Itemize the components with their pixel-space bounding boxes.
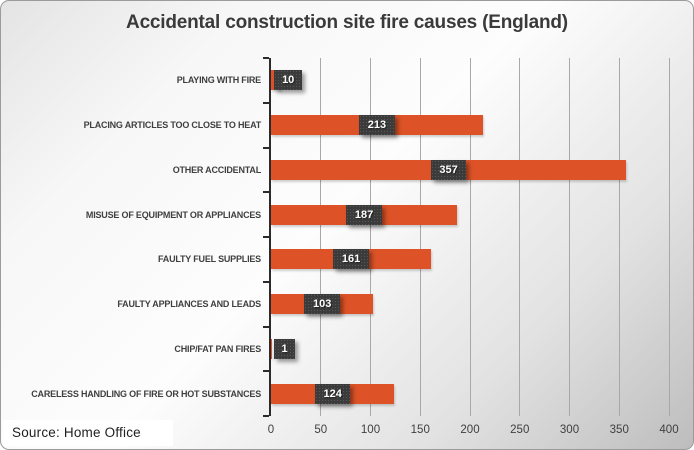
category-label: OTHER ACCIDENTAL [172, 164, 261, 175]
bar-value-label: 124 [314, 383, 351, 404]
bar-value-label: 357 [430, 159, 467, 180]
category-label: FAULTY FUEL SUPPLIES [157, 254, 261, 265]
gridline [419, 58, 421, 416]
gridline [569, 58, 570, 416]
axis-tick [263, 325, 269, 328]
chart-title: Accidental construction site fire causes… [126, 12, 568, 33]
category-label: PLACING ARTICLES TOO CLOSE TO HEAT [83, 120, 262, 131]
gridline [469, 58, 471, 416]
bar-value-label: 10 [274, 70, 303, 91]
x-tick-label: 200 [460, 424, 480, 436]
bar [271, 338, 272, 359]
y-axis-line [269, 58, 271, 416]
gridline [519, 58, 521, 416]
axis-tick [263, 146, 269, 149]
bar-value-label: 213 [359, 115, 395, 136]
bar-value-label: 187 [346, 204, 382, 225]
category-label: FAULTY APPLIANCES AND LEADS [117, 299, 261, 310]
axis-tick [263, 191, 269, 194]
axis-tick [263, 101, 269, 104]
category-label: MISUSE OF EQUIPMENT OR APPLIANCES [85, 209, 261, 220]
bar-value-label: 161 [333, 249, 369, 270]
gridline [618, 58, 620, 416]
gridline [668, 58, 670, 416]
source-label: Source: Home Office [3, 420, 173, 446]
axis-tick [263, 236, 269, 238]
x-tick-label: 400 [659, 424, 679, 436]
axis-tick [263, 57, 269, 59]
category-label: PLAYING WITH FIRE [176, 75, 261, 86]
bar-value-label: 103 [304, 294, 341, 315]
x-tick-label: 300 [559, 424, 580, 436]
x-tick-label: 250 [510, 424, 530, 436]
axis-tick [263, 370, 269, 373]
axis-tick [263, 280, 269, 283]
x-tick-label: 50 [314, 424, 328, 436]
category-label: CARELESS HANDLING OF FIRE OR HOT SUBSTAN… [31, 388, 261, 399]
x-tick-label: 350 [609, 424, 629, 436]
x-tick-label: 100 [360, 424, 381, 436]
x-tick-label: 0 [267, 424, 275, 436]
gridline [320, 58, 322, 416]
gridline [370, 58, 371, 416]
category-label: CHIP/FAT PAN FIRES [174, 343, 261, 354]
bar-value-label: 1 [274, 338, 296, 359]
axis-tick [263, 415, 269, 417]
x-tick-label: 150 [410, 424, 430, 436]
